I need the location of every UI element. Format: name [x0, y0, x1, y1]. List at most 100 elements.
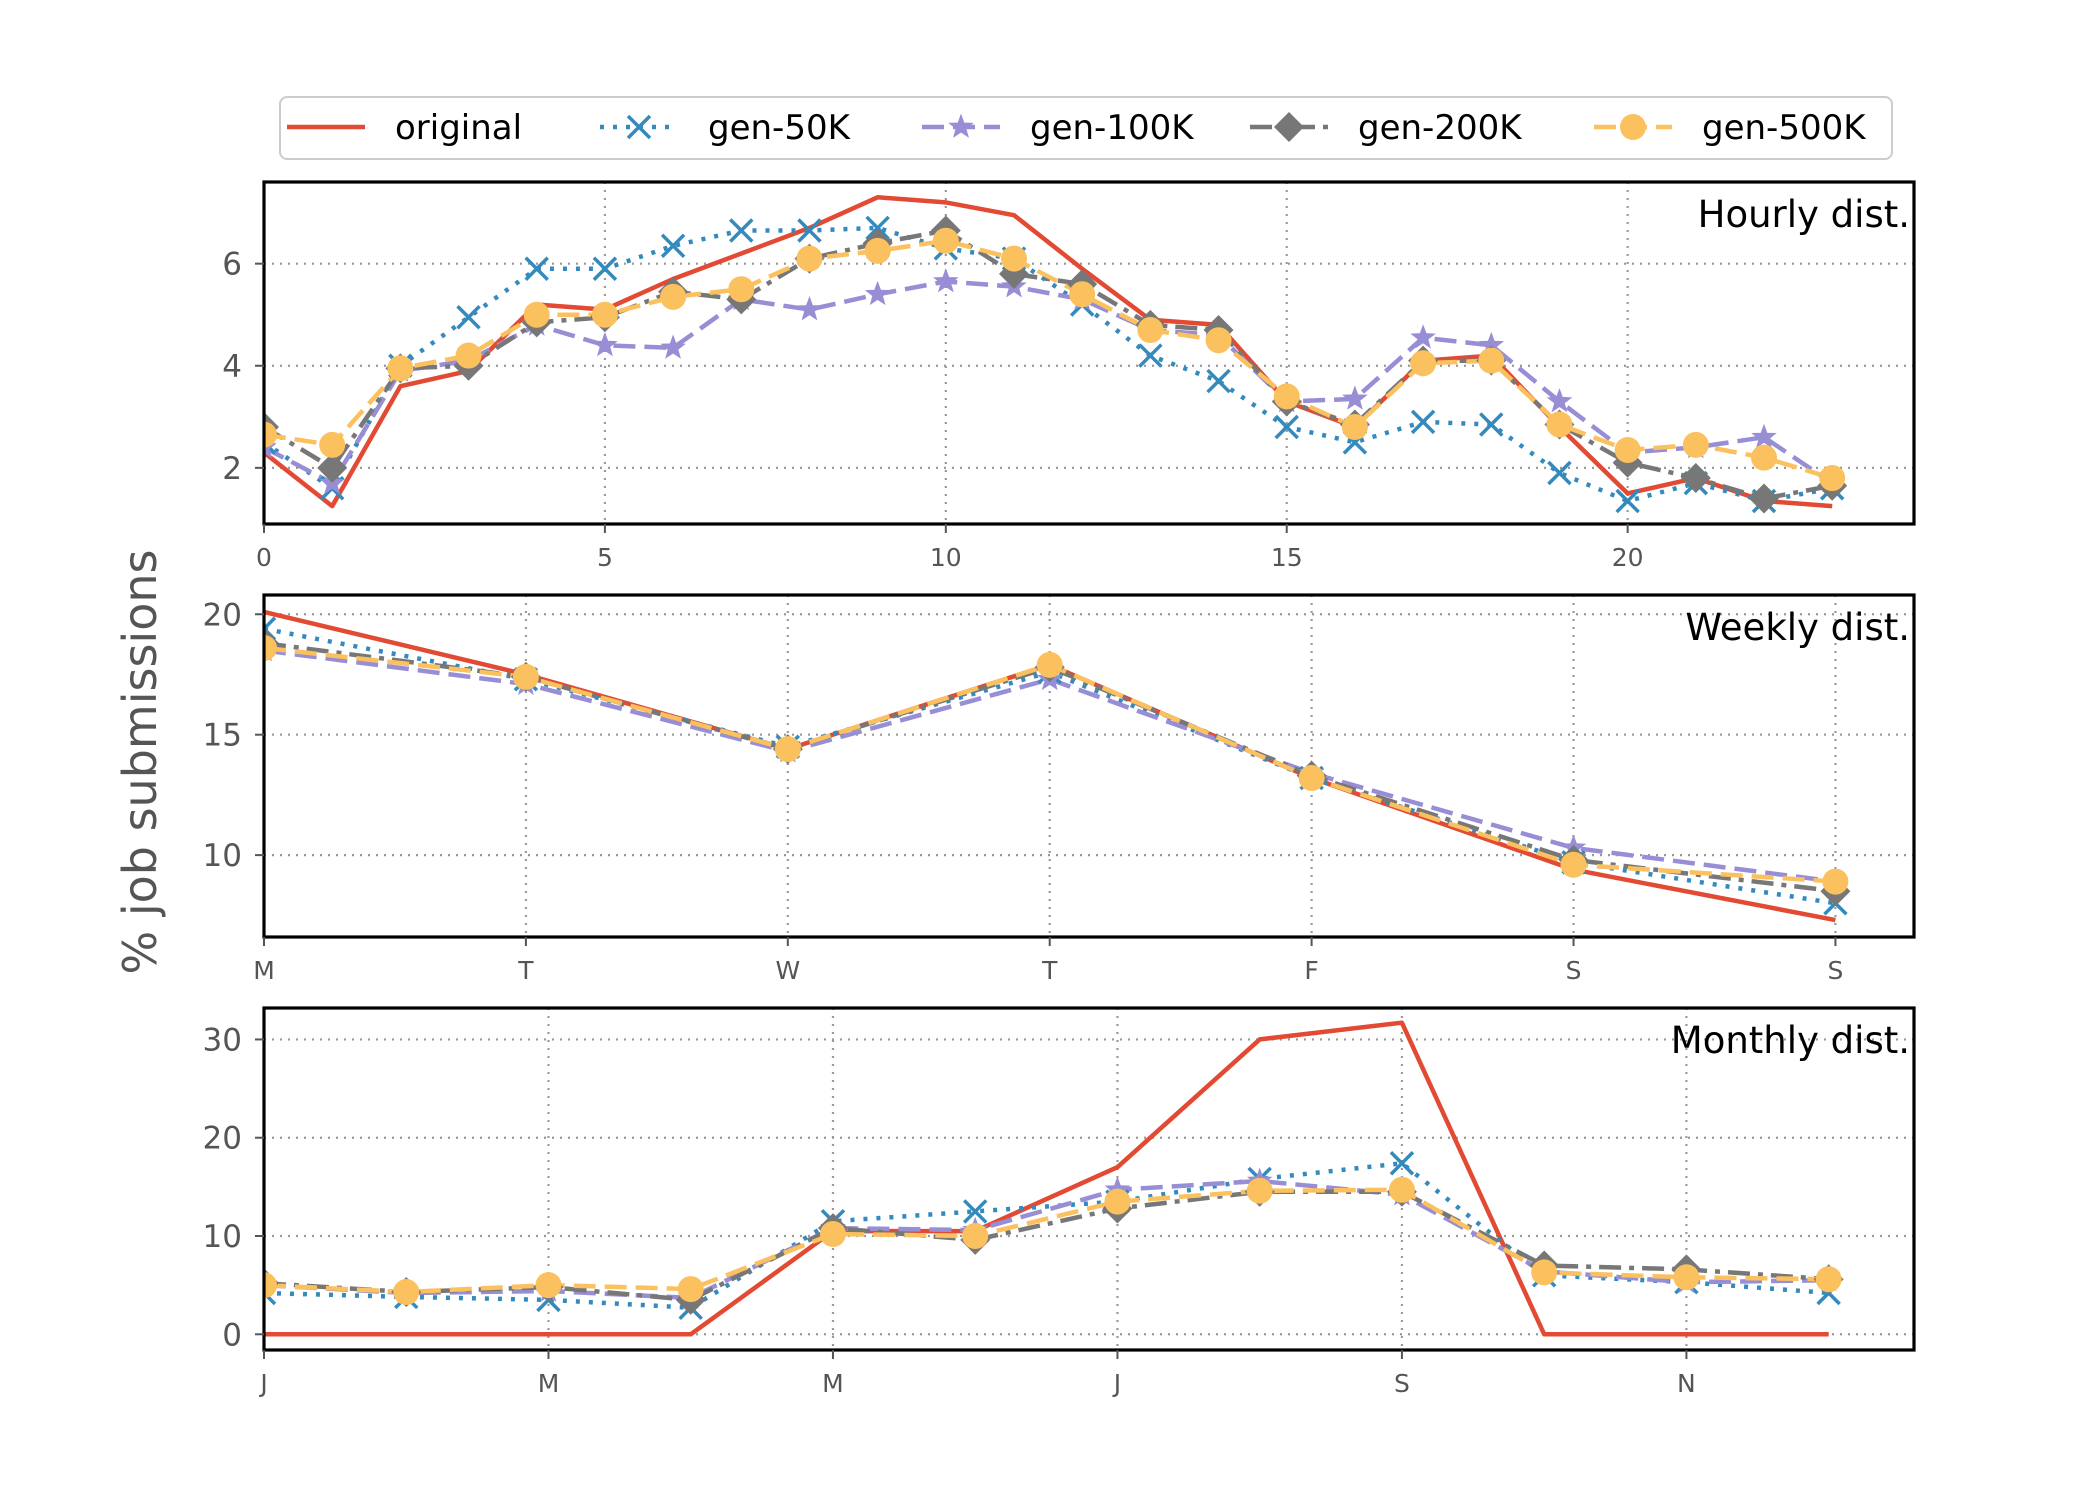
- x-tick-label: 0: [256, 543, 272, 572]
- series-line-original: [264, 1020, 1829, 1337]
- data-point-gen-200K: [1680, 463, 1711, 494]
- x-tick-label: M: [253, 956, 275, 985]
- data-point-gen-50K: [729, 218, 754, 243]
- data-point-gen-100K: [796, 296, 823, 321]
- x-tick-label: T: [517, 956, 534, 985]
- data-point-gen-500K: [796, 245, 823, 272]
- y-tick-label: 10: [203, 838, 242, 874]
- x-tick-label: N: [1677, 1369, 1696, 1398]
- y-tick-label: 20: [203, 597, 242, 633]
- plot-area: [264, 182, 1914, 524]
- plot-frame: [262, 593, 1916, 939]
- data-point-gen-100K: [933, 268, 959, 293]
- legend-marker-gen-200K: [1274, 112, 1304, 142]
- x-tick-label: S: [1394, 1369, 1410, 1398]
- data-point-gen-50K: [456, 305, 481, 330]
- data-point-gen-500K: [1341, 414, 1368, 441]
- legend-entry-original: original: [287, 108, 522, 148]
- legend-marker-gen-50K: [626, 114, 652, 140]
- y-tick-label: 6: [222, 247, 242, 283]
- data-point-gen-50K: [592, 256, 618, 282]
- data-point-gen-500K: [677, 1276, 704, 1303]
- data-point-gen-100K: [660, 334, 686, 359]
- panel-title: Monthly dist.: [1671, 1019, 1910, 1062]
- legend: original gen-50K gen-100K gen-200K gen-500K: [279, 96, 1893, 160]
- data-point-gen-50K: [1410, 409, 1436, 435]
- x-tick-label: S: [1827, 956, 1843, 985]
- data-point-gen-500K: [1614, 436, 1641, 463]
- x-tick-label: T: [1041, 956, 1058, 985]
- data-point-gen-500K: [591, 301, 618, 328]
- data-point-gen-500K: [1682, 431, 1709, 458]
- x-tick-label: F: [1304, 956, 1318, 985]
- data-point-gen-50K: [1615, 488, 1640, 514]
- x-tick-label: 10: [930, 543, 962, 572]
- x-tick-label: J: [1112, 1369, 1121, 1398]
- data-point-gen-50K: [524, 256, 549, 282]
- data-point-gen-500K: [1751, 444, 1777, 471]
- data-point-gen-500K: [1815, 1266, 1842, 1293]
- data-point-gen-500K: [1546, 411, 1573, 438]
- data-point-gen-50K: [1274, 414, 1299, 440]
- data-point-gen-500K: [1531, 1259, 1558, 1286]
- data-point-gen-50K: [1138, 343, 1163, 368]
- data-point-gen-500K: [455, 342, 482, 369]
- data-point-gen-500K: [387, 355, 414, 382]
- data-point-gen-50K: [1547, 460, 1572, 486]
- series-line-gen-50K: [264, 1161, 1829, 1310]
- data-point-gen-100K: [1410, 324, 1436, 349]
- data-point-gen-100K: [1342, 385, 1368, 410]
- data-point-gen-500K: [1478, 347, 1505, 374]
- data-point-gen-50K: [1206, 368, 1231, 394]
- x-tick-label: S: [1566, 956, 1582, 985]
- data-point-gen-500K: [264, 634, 277, 661]
- legend-entry-gen-500K: gen-500K: [1594, 108, 1867, 148]
- plot-frame: [262, 180, 1916, 526]
- x-tick-label: 20: [1612, 543, 1644, 572]
- data-point-gen-500K: [1822, 868, 1849, 895]
- data-point-gen-500K: [1001, 245, 1027, 272]
- data-point-gen-100K: [864, 280, 891, 306]
- series-line-gen-500K: [264, 1187, 1829, 1295]
- legend-label-original: original: [395, 108, 522, 148]
- data-point-gen-500K: [819, 1221, 846, 1248]
- legend-entry-gen-200K: gen-200K: [1250, 108, 1523, 148]
- panel-title: Hourly dist.: [1698, 193, 1910, 236]
- data-point-gen-500K: [264, 421, 277, 448]
- data-point-gen-200K: [1749, 483, 1779, 514]
- data-point-gen-500K: [1673, 1264, 1700, 1291]
- data-point-gen-200K: [317, 452, 348, 483]
- data-point-gen-500K: [319, 431, 346, 458]
- data-point-gen-500K: [1560, 851, 1587, 878]
- panel-1: 0 5 10 15 20 2 4 6 Hourly dist.: [222, 180, 1916, 572]
- panel-2: M T W T F S S 10 15 20 Weekly dist.: [203, 593, 1916, 985]
- data-point-gen-500K: [1410, 350, 1437, 377]
- legend-label-gen-50K: gen-50K: [708, 108, 852, 148]
- legend-marker-gen-100K: [948, 113, 974, 138]
- x-tick-label: 15: [1271, 543, 1303, 572]
- data-point-gen-500K: [660, 283, 687, 310]
- y-tick-label: 30: [203, 1022, 242, 1058]
- data-point-gen-100K: [1751, 423, 1777, 449]
- data-point-gen-500K: [1298, 765, 1325, 792]
- x-tick-label: W: [775, 956, 800, 985]
- data-point-gen-500K: [264, 1272, 277, 1299]
- data-point-gen-500K: [728, 276, 755, 303]
- legend-label-gen-500K: gen-500K: [1702, 108, 1867, 148]
- legend-entry-gen-100K: gen-100K: [922, 108, 1195, 148]
- panels: 0 5 10 15 20 2 4 6 Hourly dist. M T W T F S S 10 15 20 Week…: [203, 180, 1916, 1398]
- data-point-gen-500K: [1819, 465, 1846, 492]
- data-point-gen-50K: [1479, 412, 1504, 437]
- plot-frame: [262, 1006, 1916, 1352]
- data-point-gen-500K: [1205, 327, 1232, 354]
- data-point-gen-500K: [1388, 1176, 1415, 1203]
- data-point-gen-500K: [512, 663, 539, 690]
- data-point-gen-500K: [523, 301, 550, 328]
- legend-entry-gen-50K: gen-50K: [600, 108, 852, 148]
- data-point-gen-500K: [1246, 1177, 1273, 1204]
- data-point-gen-50K: [865, 215, 890, 241]
- data-point-gen-500K: [1069, 281, 1096, 308]
- data-point-gen-50K: [797, 218, 822, 243]
- data-point-gen-500K: [1137, 317, 1164, 344]
- legend-box: [279, 96, 1893, 160]
